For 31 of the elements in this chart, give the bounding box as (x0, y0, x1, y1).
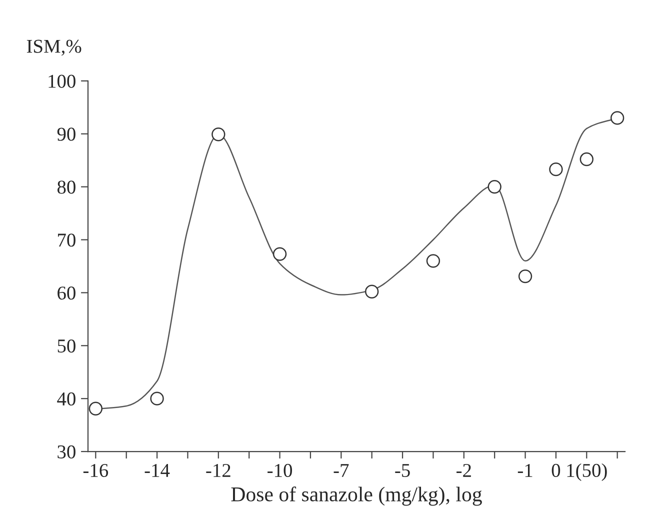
x-tick-label: -7 (334, 464, 349, 477)
point (365, 284, 379, 298)
point (272, 247, 287, 261)
x-tick-label: -12 (206, 464, 230, 477)
y-tick-label: 40 (57, 392, 76, 406)
point (610, 111, 624, 125)
x-tick-label: 1(50) (567, 463, 607, 481)
point (518, 269, 532, 284)
y-tick-label: 90 (57, 128, 76, 141)
y-tick-label: 50 (58, 339, 76, 353)
y-tick-label: 60 (58, 286, 76, 300)
x-tick-label: -14 (144, 464, 170, 477)
y-tick-label: 100 (48, 74, 76, 88)
y-tick-label: 70 (58, 234, 76, 247)
x-axis-title: Dose of sanazole (mg/kg), log (231, 486, 482, 506)
y-tick-label: 30 (58, 445, 76, 458)
x-tick-label: -10 (268, 464, 292, 478)
point (549, 162, 563, 176)
x-tick-label: 0 (552, 464, 560, 478)
point (212, 128, 226, 142)
x-tick-label: -5 (395, 464, 410, 478)
y-tick-label: 80 (57, 180, 76, 194)
point (488, 180, 502, 194)
y-axis-title: ISM,% (26, 40, 82, 56)
point (580, 152, 594, 166)
x-tick-label: -2 (456, 464, 471, 477)
x-tick-label: -1 (518, 464, 532, 477)
x-tick-label: -16 (83, 464, 108, 478)
point (426, 254, 440, 268)
point (88, 402, 102, 416)
point (150, 392, 164, 406)
